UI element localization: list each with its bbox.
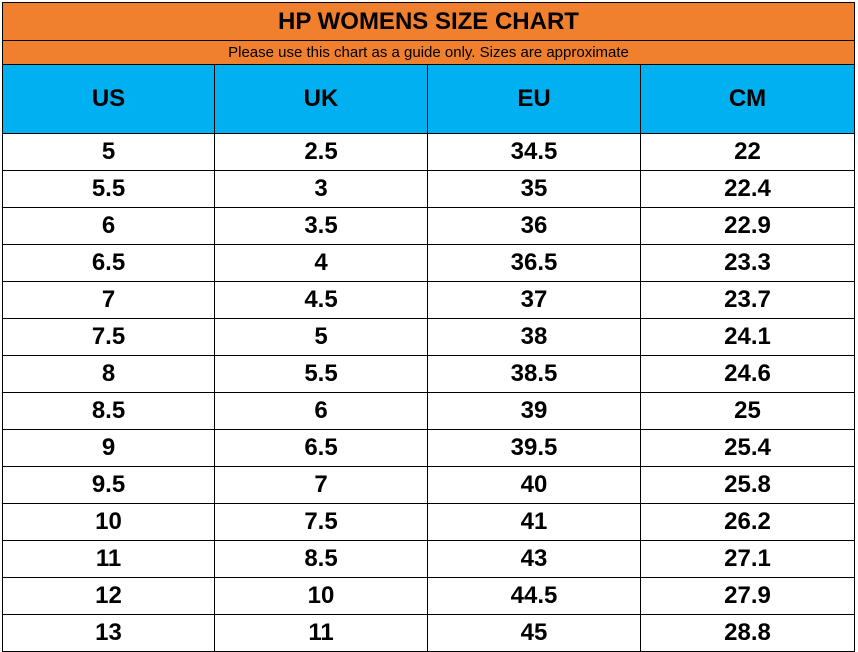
column-header: CM: [641, 65, 855, 134]
table-cell: 43: [428, 541, 641, 578]
table-cell: 22.9: [641, 208, 855, 245]
table-cell: 5: [215, 319, 428, 356]
table-cell: 22: [641, 134, 855, 171]
table-cell: 26.2: [641, 504, 855, 541]
subtitle: Please use this chart as a guide only. S…: [2, 41, 855, 65]
table-cell: 3.5: [215, 208, 428, 245]
table-cell: 8: [2, 356, 215, 393]
table-cell: 5.5: [215, 356, 428, 393]
table-cell: 6.5: [215, 430, 428, 467]
title: HP WOMENS SIZE CHART: [2, 2, 855, 41]
table-cell: 38.5: [428, 356, 641, 393]
table-cell: 22.4: [641, 171, 855, 208]
table-cell: 5: [2, 134, 215, 171]
column-header: US: [2, 65, 215, 134]
table-cell: 7: [2, 282, 215, 319]
table-cell: 6: [2, 208, 215, 245]
table-cell: 4: [215, 245, 428, 282]
table-cell: 11: [215, 615, 428, 652]
column-header: EU: [428, 65, 641, 134]
table-cell: 38: [428, 319, 641, 356]
table-cell: 23.7: [641, 282, 855, 319]
table-cell: 24.6: [641, 356, 855, 393]
table-cell: 8.5: [215, 541, 428, 578]
table-cell: 27.1: [641, 541, 855, 578]
table-cell: 11: [2, 541, 215, 578]
table-cell: 12: [2, 578, 215, 615]
table-cell: 4.5: [215, 282, 428, 319]
table-cell: 8.5: [2, 393, 215, 430]
table-cell: 28.8: [641, 615, 855, 652]
table-cell: 9: [2, 430, 215, 467]
table-cell: 44.5: [428, 578, 641, 615]
table-cell: 36: [428, 208, 641, 245]
table-cell: 24.1: [641, 319, 855, 356]
table-cell: 39: [428, 393, 641, 430]
table-cell: 2.5: [215, 134, 428, 171]
table-cell: 36.5: [428, 245, 641, 282]
table-cell: 27.9: [641, 578, 855, 615]
table-cell: 40: [428, 467, 641, 504]
table-cell: 35: [428, 171, 641, 208]
table-cell: 6.5: [2, 245, 215, 282]
table-cell: 45: [428, 615, 641, 652]
table-cell: 5.5: [2, 171, 215, 208]
table-cell: 7: [215, 467, 428, 504]
column-header: UK: [215, 65, 428, 134]
table-cell: 41: [428, 504, 641, 541]
table-cell: 25.8: [641, 467, 855, 504]
table-cell: 39.5: [428, 430, 641, 467]
table-cell: 6: [215, 393, 428, 430]
table-cell: 25: [641, 393, 855, 430]
table-cell: 7.5: [2, 319, 215, 356]
table-cell: 9.5: [2, 467, 215, 504]
table-cell: 25.4: [641, 430, 855, 467]
table-cell: 7.5: [215, 504, 428, 541]
table-cell: 37: [428, 282, 641, 319]
table-cell: 3: [215, 171, 428, 208]
table-cell: 13: [2, 615, 215, 652]
table-cell: 23.3: [641, 245, 855, 282]
table-cell: 34.5: [428, 134, 641, 171]
table-cell: 10: [2, 504, 215, 541]
table-cell: 10: [215, 578, 428, 615]
